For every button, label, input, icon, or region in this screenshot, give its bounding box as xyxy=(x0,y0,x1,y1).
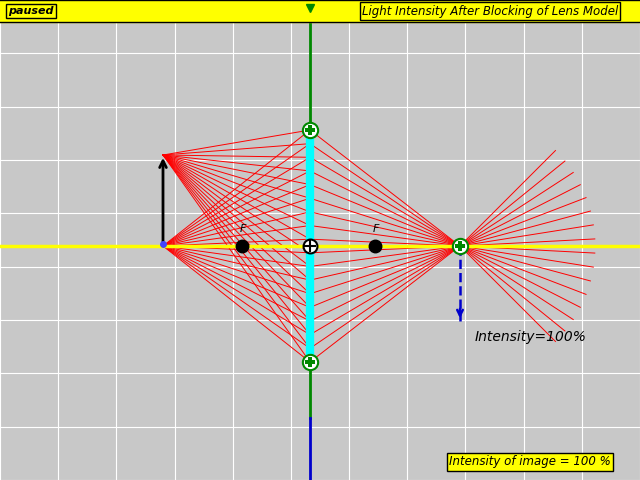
Text: F: F xyxy=(373,224,379,234)
Text: Intensity of image = 100 %: Intensity of image = 100 % xyxy=(449,456,611,468)
Text: Intensity=100%: Intensity=100% xyxy=(475,330,587,344)
Text: Light Intensity After Blocking of Lens Model: Light Intensity After Blocking of Lens M… xyxy=(362,4,618,17)
Text: paused: paused xyxy=(8,6,54,16)
Text: F: F xyxy=(240,224,246,234)
